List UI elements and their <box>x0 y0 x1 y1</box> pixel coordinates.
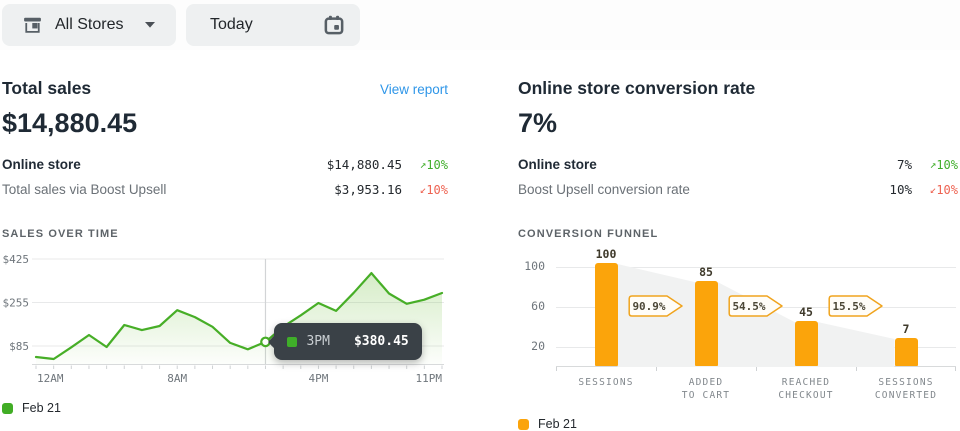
x-axis-label: 11PM <box>415 372 443 385</box>
total-sales-value: $14,880.45 <box>2 108 138 138</box>
x-axis-label: 12AM <box>37 372 64 385</box>
svg-text:54.5%: 54.5% <box>732 300 765 313</box>
metric-label: Online store <box>518 157 597 172</box>
metric-label: Total sales via Boost Upsell <box>2 182 167 197</box>
top-bar: All Stores Today <box>0 0 960 50</box>
x-axis-label: 4PM <box>308 372 329 385</box>
date-range-button[interactable]: Today <box>186 4 360 46</box>
metric-label: Online store <box>2 157 81 172</box>
x-axis-tick <box>955 367 956 371</box>
x-axis-tick <box>756 367 757 371</box>
calendar-icon <box>323 14 345 36</box>
total-sales-breakdown: Online store $14,880.45 ↗10% Total sales… <box>2 152 448 202</box>
bar-value-label: 7 <box>902 322 910 336</box>
total-sales-panel: Total sales View report $14,880.45 Onlin… <box>2 78 448 431</box>
y-axis-label: 60 <box>531 299 545 313</box>
legend-swatch <box>2 402 13 414</box>
svg-text:15.5%: 15.5% <box>832 300 865 313</box>
sales-over-time-heading: SALES OVER TIME <box>2 228 119 240</box>
store-selector-label: All Stores <box>55 16 124 33</box>
funnel-bar[interactable] <box>594 263 618 366</box>
funnel-bar[interactable] <box>794 321 818 366</box>
store-selector-button[interactable]: All Stores <box>2 4 176 46</box>
tooltip-time: 3PM <box>306 334 330 350</box>
metric-value: 10% <box>889 182 912 197</box>
total-sales-title: Total sales <box>2 78 92 98</box>
view-report-link[interactable]: View report <box>379 82 448 97</box>
sales-legend: Feb 21 <box>2 401 448 415</box>
conversion-rate-value: 7% <box>518 108 558 138</box>
x-axis-label: 8AM <box>167 372 188 385</box>
legend-label: Feb 21 <box>538 417 577 431</box>
funnel-legend: Feb 21 <box>518 417 958 431</box>
legend-label: Feb 21 <box>22 401 61 415</box>
y-axis-label: 20 <box>531 339 545 353</box>
metric-change: ↙10% <box>419 182 448 197</box>
conversion-percent-badge: 15.5% <box>828 295 884 322</box>
series-line <box>34 272 444 361</box>
metric-row-boost-upsell: Total sales via Boost Upsell $3,953.16 ↙… <box>2 177 448 202</box>
conversion-funnel-chart[interactable]: 100 85 45 7 90.9% 54.5% 15.5% SESSIONS ADDED TO C… <box>518 247 958 404</box>
date-range-label: Today <box>210 16 253 33</box>
svg-text:90.9%: 90.9% <box>632 300 665 313</box>
bar-value-label: 100 <box>595 247 617 261</box>
chart-tooltip: 3PM $380.45 <box>268 323 422 361</box>
conversion-rate-panel: Online store conversion rate 7% Online s… <box>518 78 958 431</box>
sales-over-time-chart[interactable]: $425 $255 $85 3PM $380.45 12AM 8AM 4PM 11PM <box>2 254 448 386</box>
trend-down-icon: ↙ <box>929 182 937 196</box>
legend-swatch <box>518 418 529 430</box>
conversion-rate-title: Online store conversion rate <box>518 78 756 98</box>
metric-value: $3,953.16 <box>334 182 402 197</box>
funnel-category-label: SESSIONS CONVERTED <box>874 377 938 401</box>
x-axis-labels: 12AM 8AM 4PM 11PM <box>2 370 448 386</box>
y-axis-label: $85 <box>9 340 29 353</box>
metric-change: ↗10% <box>929 157 958 172</box>
x-axis-tick <box>556 367 557 371</box>
gridline <box>556 267 956 268</box>
trend-up-icon: ↗ <box>419 157 427 171</box>
bar-value-label: 45 <box>799 305 813 319</box>
y-axis-label: $255 <box>3 296 30 309</box>
metric-change: ↗10% <box>419 157 448 172</box>
conversion-percent-badge: 54.5% <box>728 295 784 322</box>
storefront-icon <box>22 15 43 36</box>
metric-value: 7% <box>896 157 912 172</box>
y-axis-label: $425 <box>3 254 30 266</box>
trend-down-icon: ↙ <box>419 182 427 196</box>
x-axis-tick <box>856 367 857 371</box>
metric-value: $14,880.45 <box>326 157 402 172</box>
metric-label: Boost Upsell conversion rate <box>518 182 690 197</box>
chevron-down-icon <box>145 22 155 28</box>
conversion-percent-badge: 90.9% <box>628 295 684 322</box>
funnel-bar[interactable] <box>694 281 718 366</box>
metric-row-online-store: Online store $14,880.45 ↗10% <box>2 152 448 177</box>
conversion-breakdown: Online store 7% ↗10% Boost Upsell conver… <box>518 152 958 202</box>
funnel-category-label: ADDED TO CART <box>681 377 731 401</box>
conversion-funnel-heading: CONVERSION FUNNEL <box>518 228 659 240</box>
x-axis-tick <box>656 367 657 371</box>
y-axis-label: 100 <box>524 259 545 273</box>
funnel-bar[interactable] <box>894 338 918 366</box>
funnel-plot-area: 100 85 45 7 90.9% 54.5% 15.5% SESSIONS ADDED TO C… <box>556 247 956 401</box>
tooltip-series-swatch <box>287 336 298 347</box>
metric-row-online-store: Online store 7% ↗10% <box>518 152 958 177</box>
funnel-category-label: SESSIONS <box>578 377 634 388</box>
metric-change: ↙10% <box>929 182 958 197</box>
trend-up-icon: ↗ <box>929 157 937 171</box>
funnel-category-label: REACHED CHECKOUT <box>778 377 834 401</box>
tooltip-value: $380.45 <box>353 334 409 350</box>
metric-row-boost-upsell: Boost Upsell conversion rate 10% ↙10% <box>518 177 958 202</box>
bar-value-label: 85 <box>699 265 713 279</box>
